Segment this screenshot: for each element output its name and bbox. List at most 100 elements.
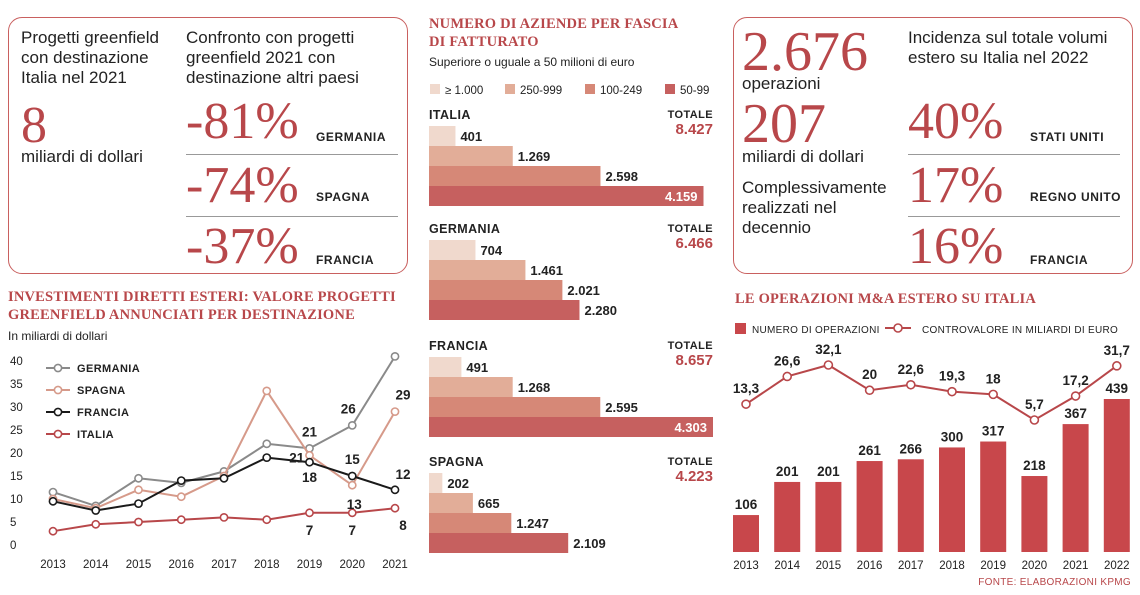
bar-segment [429, 240, 476, 260]
divider [186, 154, 398, 155]
data-label: 21 [302, 424, 318, 439]
x-tick-label: 2016 [857, 560, 883, 572]
bar-value-label: 367 [1064, 406, 1087, 421]
x-tick-label: 2015 [126, 559, 152, 571]
value-point [1029, 415, 1040, 425]
value-point [1111, 361, 1122, 371]
divider [908, 154, 1120, 155]
bar-segment [429, 260, 526, 280]
value-label: 17,2 [1062, 373, 1088, 388]
bar-segment [429, 146, 513, 166]
series-point-italia [91, 519, 101, 529]
total-value: 6.466 [675, 235, 713, 252]
series-point-spagna [176, 492, 186, 502]
bar-value-label: 2.598 [605, 169, 638, 184]
value-point [1070, 391, 1081, 401]
bar [733, 515, 759, 552]
bar-value-label: 201 [776, 464, 799, 479]
y-tick-label: 10 [10, 494, 23, 506]
series-point-francia [48, 496, 58, 506]
legend-label: GERMANIA [77, 363, 140, 375]
series-point-germania [134, 473, 143, 483]
legend-label: 100-249 [600, 85, 642, 97]
bar-segment [429, 493, 473, 513]
france-delta-value: -37% [186, 218, 299, 275]
bar [939, 447, 965, 552]
series-point-germania [390, 351, 400, 361]
amount-label: miliardi di dollari [742, 147, 864, 166]
data-label: 41 [395, 345, 411, 347]
italy-greenfield-heading: Progetti greenfield con destinazione Ita… [21, 28, 159, 87]
greenfield-summary-box [8, 17, 408, 274]
bar-segment [429, 533, 569, 553]
bar [774, 481, 801, 552]
value-point [947, 386, 957, 397]
series-point-italia [305, 508, 314, 518]
country-label: GERMANIA [429, 222, 500, 236]
y-tick-label: 15 [10, 471, 23, 483]
total-label: TOTALE [668, 223, 713, 235]
bar-value-label: 665 [478, 496, 500, 511]
x-tick-label: 2019 [980, 560, 1006, 572]
bar-value-label: 2.021 [567, 283, 600, 298]
series-point-germania [347, 421, 357, 430]
x-tick-label: 2015 [816, 560, 842, 572]
spain-delta-value: -74% [186, 157, 299, 214]
series-point-italia [347, 508, 357, 518]
france-delta-country: FRANCIA [316, 253, 375, 267]
germany-delta-country: GERMANIA [316, 130, 387, 144]
bar-value-label: 266 [900, 441, 923, 456]
legend-marker [53, 407, 63, 417]
bar-segment [429, 186, 704, 206]
legend-swatch [735, 323, 746, 334]
total-label: TOTALE [668, 109, 713, 121]
greenfield-line-chart: 0 5 10 15 20 25 30 35 40 2013 2014 2015 2016 2017 2018… [10, 345, 411, 571]
legend-label: CONTROVALORE IN MILIARDI DI EURO [922, 325, 1118, 336]
series-point-spagna [262, 386, 272, 396]
legend-label: SPAGNA [77, 385, 126, 397]
value-label: 19,3 [939, 369, 966, 384]
series-point-francia [390, 485, 400, 495]
ma-summary-box [733, 17, 1133, 274]
bar [815, 481, 842, 552]
x-tick-label: 2014 [774, 560, 800, 572]
value-point [864, 385, 875, 396]
x-tick-label: 2018 [254, 559, 280, 571]
bar-value-label: 2.280 [584, 303, 617, 318]
x-tick-label: 2019 [297, 559, 323, 571]
x-tick-label: 2021 [1063, 560, 1089, 572]
ma-operations-chart: NUMERO DI OPERAZIONI CONTROVALORE IN MILI… [733, 323, 1131, 588]
value-label: 18 [986, 371, 1002, 386]
total-value: 4.223 [675, 468, 713, 485]
series-point-francia [219, 473, 229, 483]
total-label: TOTALE [668, 340, 713, 352]
italy-greenfield-unit: miliardi di dollari [21, 147, 143, 166]
bar-segment [429, 513, 512, 533]
ma-chart-title: LE OPERAZIONI M&A ESTERO SU ITALIA [735, 291, 1037, 307]
legend-label: FRANCIA [77, 407, 129, 419]
source-note: FONTE: ELABORAZIONI KPMG [978, 577, 1131, 588]
bar-value-label: 4.159 [665, 189, 698, 204]
data-label: 8 [399, 518, 407, 533]
bar-value-label: 439 [1106, 381, 1129, 396]
x-tick-label: 2013 [40, 559, 66, 571]
legend-label: ITALIA [77, 429, 114, 441]
bar-value-label: 1.247 [516, 516, 549, 531]
value-label: 32,1 [815, 342, 842, 357]
bar-value-label: 201 [817, 464, 840, 479]
series-point-francia [91, 506, 101, 515]
series-point-francia [305, 457, 314, 467]
value-label: 31,7 [1104, 343, 1130, 358]
x-tick-label: 2018 [939, 560, 965, 572]
bar-value-label: 1.268 [518, 380, 551, 395]
data-label: 18 [302, 470, 318, 485]
bar [980, 441, 1007, 552]
bar-value-label: 1.269 [518, 149, 551, 164]
value-point [782, 371, 793, 382]
operations-value: 2.676 [742, 21, 868, 83]
data-label: 29 [395, 388, 410, 403]
series-point-francia [347, 471, 357, 481]
uk-share-country: REGNO UNITO [1030, 190, 1122, 204]
bar-segment [429, 166, 601, 186]
value-line [745, 363, 1118, 422]
